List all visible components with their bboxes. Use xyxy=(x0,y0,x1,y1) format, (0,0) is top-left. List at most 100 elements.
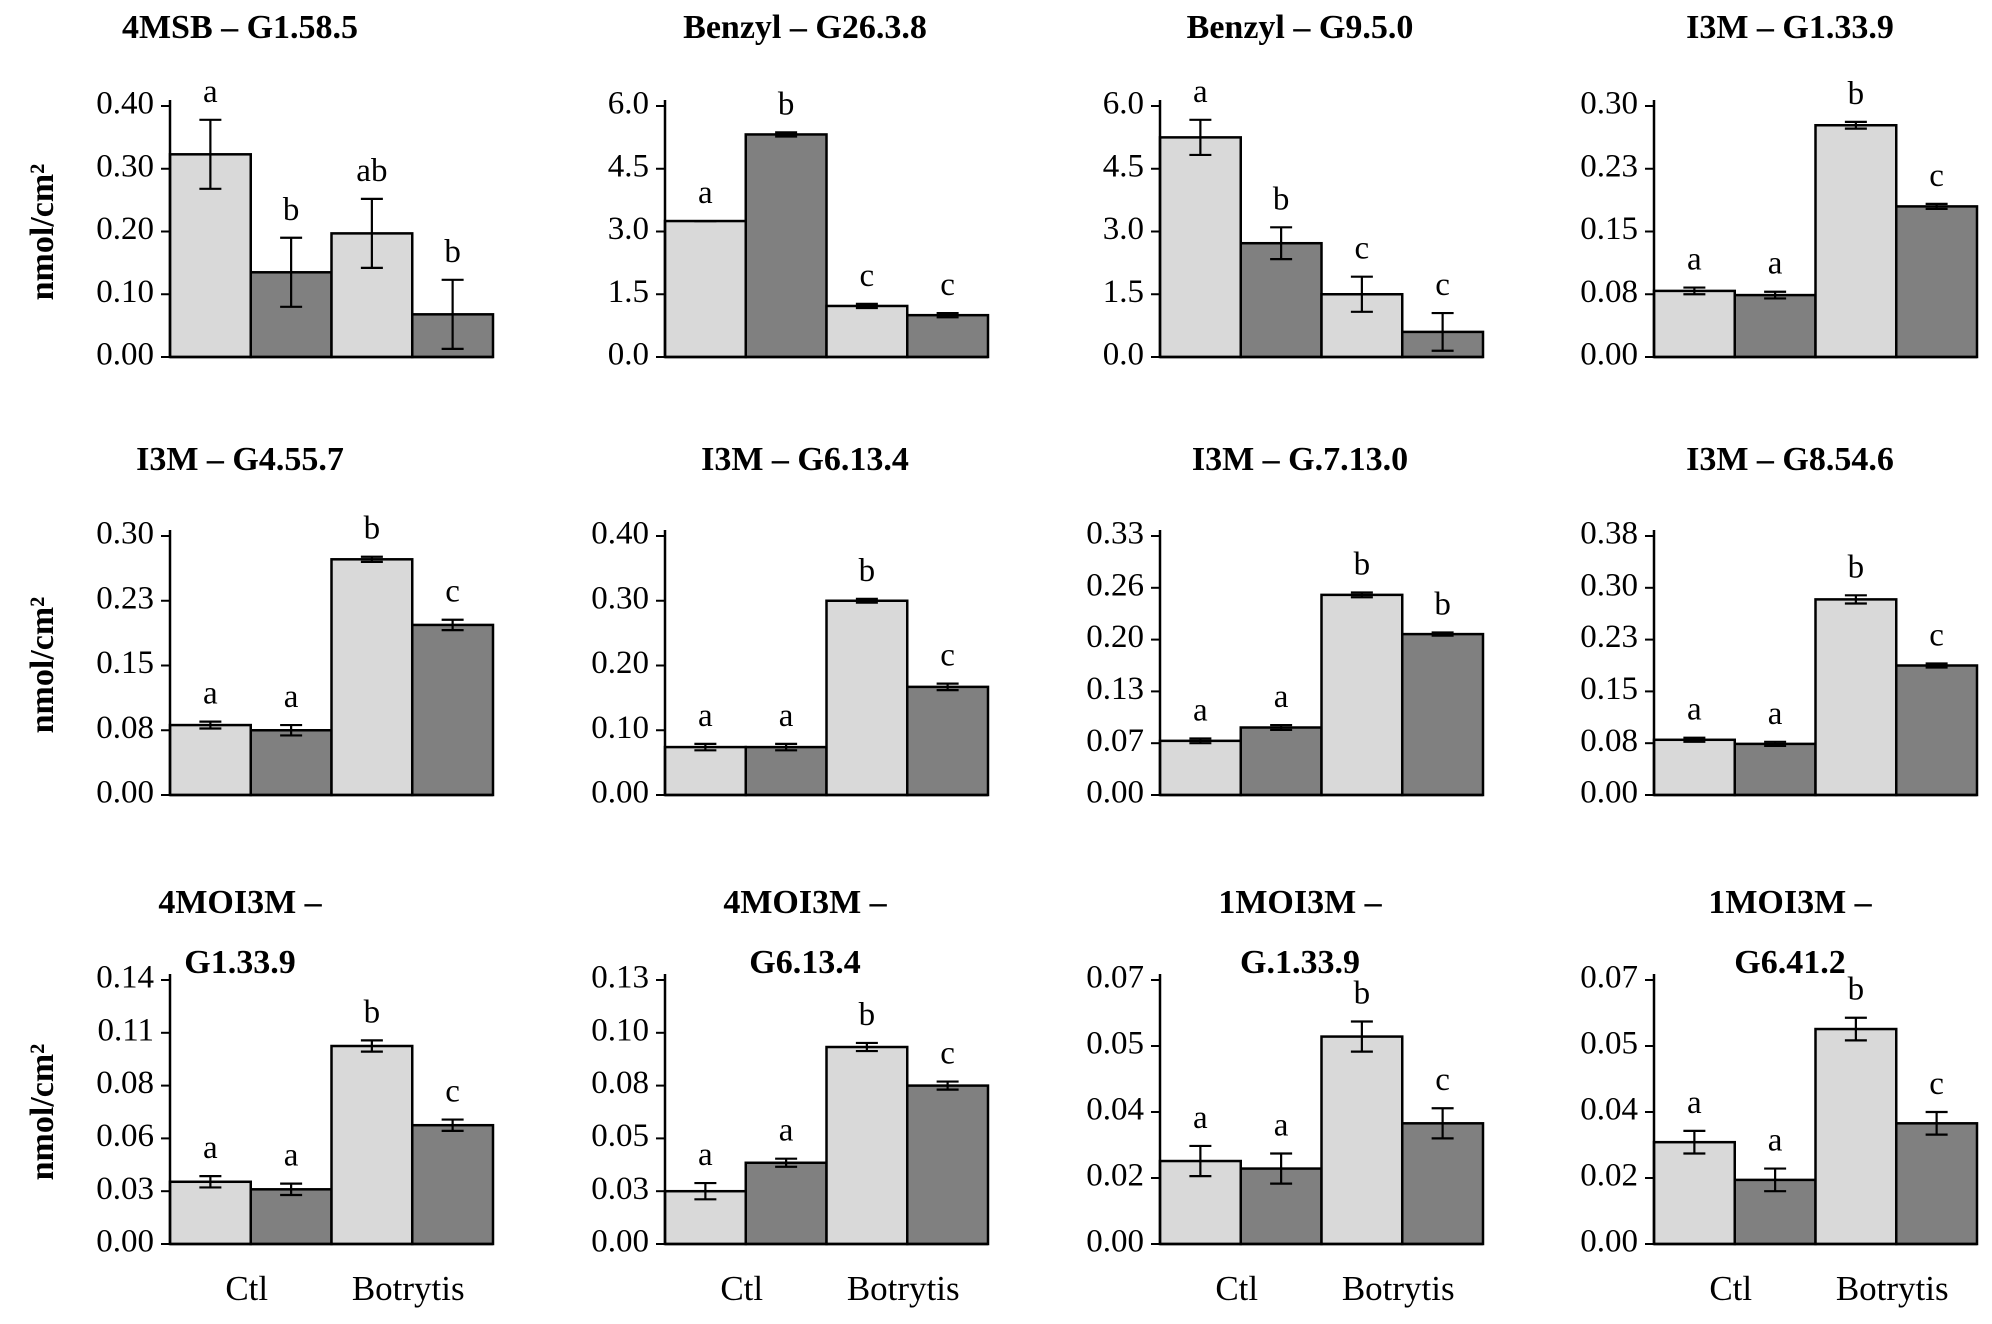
bar xyxy=(249,729,333,797)
bar xyxy=(744,133,828,359)
y-tick-label: 0.00 xyxy=(591,1224,649,1260)
y-tick-label: 6.0 xyxy=(1103,86,1144,122)
y-tick-label: 0.38 xyxy=(1580,516,1638,552)
y-tick-label: 4.5 xyxy=(1103,148,1144,184)
bar xyxy=(1158,136,1242,359)
significance-letter: a xyxy=(1193,1100,1208,1136)
y-tick-label: 0.15 xyxy=(1580,671,1638,707)
significance-letter: a xyxy=(779,698,794,734)
significance-letter: a xyxy=(698,175,713,211)
significance-letter: c xyxy=(1929,158,1944,194)
y-tick-label: 0.30 xyxy=(96,148,154,184)
significance-letter: b xyxy=(859,997,876,1033)
y-tick-label: 0.03 xyxy=(96,1171,154,1207)
y-tick-label: 0.10 xyxy=(591,1012,649,1048)
significance-letter: a xyxy=(203,676,218,712)
bar xyxy=(1814,1027,1898,1246)
bar xyxy=(1652,738,1736,797)
panel-title: G1.33.9 xyxy=(184,944,295,981)
significance-letter: b xyxy=(1848,972,1865,1008)
significance-letter: a xyxy=(284,679,299,715)
panel-title: I3M – G6.13.4 xyxy=(701,441,909,478)
y-tick-label: 0.00 xyxy=(1580,1224,1638,1260)
x-category-ctl: Ctl xyxy=(225,1269,268,1308)
significance-letter: a xyxy=(1193,74,1208,110)
bar xyxy=(1652,289,1736,359)
panel-4: I3M – G1.33.9 0.00 0.08 0.15 0.23 0.30 a a b c xyxy=(1580,9,1979,373)
bar xyxy=(411,1123,495,1246)
bar xyxy=(1239,241,1323,359)
y-tick-label: 0.04 xyxy=(1580,1092,1638,1128)
bar xyxy=(411,623,495,797)
y-tick-label: 0.15 xyxy=(96,645,154,681)
y-tick-label: 0.00 xyxy=(591,775,649,811)
panel-title: 4MOI3M – xyxy=(723,884,887,921)
panel-11: 1MOI3M – G.1.33.9 0.00 0.02 0.04 0.05 0.07 a a b c… xyxy=(1086,884,1485,1308)
y-tick-label: 0.04 xyxy=(1086,1092,1144,1128)
y-tick-label: 0.08 xyxy=(96,710,154,746)
y-tick-label: 0.14 xyxy=(96,960,154,996)
significance-letter: c xyxy=(1435,1062,1450,1098)
bar xyxy=(825,304,909,359)
significance-letter: a xyxy=(779,1113,794,1149)
y-tick-label: 0.08 xyxy=(96,1065,154,1101)
panel-title: G.1.33.9 xyxy=(1240,944,1360,981)
y-tick-label: 0.00 xyxy=(1086,1224,1144,1260)
x-category-ctl: Ctl xyxy=(1215,1269,1258,1308)
y-tick-label: 0.33 xyxy=(1086,516,1144,552)
x-category-botrytis: Botrytis xyxy=(1342,1269,1455,1308)
significance-letter: c xyxy=(1929,1066,1944,1102)
y-tick-label: 0.00 xyxy=(1580,775,1638,811)
y-tick-label: 0.10 xyxy=(591,710,649,746)
significance-letter: b xyxy=(444,234,461,270)
y-tick-label: 0.07 xyxy=(1086,960,1144,996)
y-tick-label: 0.20 xyxy=(1086,619,1144,655)
significance-letter: b xyxy=(778,86,795,122)
panel-9: 4MOI3M – G1.33.9 0.00 0.03 0.06 0.08 0.11 0.14 a… xyxy=(96,884,495,1308)
y-tick-label: 0.08 xyxy=(1580,274,1638,310)
significance-letter: a xyxy=(1687,242,1702,278)
significance-letter: a xyxy=(698,1137,713,1173)
significance-letter: c xyxy=(860,258,875,294)
y-axis-label-row-3: nmol/cm² xyxy=(24,1044,61,1181)
y-tick-label: 0.0 xyxy=(608,337,649,373)
y-tick-label: 0.20 xyxy=(96,211,154,247)
y-tick-label: 0.13 xyxy=(1086,671,1144,707)
panel-12: 1MOI3M – G6.41.2 0.00 0.02 0.04 0.05 0.07 a a b c C… xyxy=(1580,884,1979,1308)
x-category-ctl: Ctl xyxy=(1709,1269,1752,1308)
bar xyxy=(249,1188,333,1246)
bar xyxy=(906,313,990,359)
panel-10: 4MOI3M – G6.13.4 0.00 0.03 0.05 0.08 0.10 0.13 a… xyxy=(591,884,990,1308)
bar xyxy=(744,745,828,797)
x-category-botrytis: Botrytis xyxy=(352,1269,465,1308)
y-tick-label: 0.00 xyxy=(96,1224,154,1260)
y-tick-label: 0.30 xyxy=(96,516,154,552)
significance-letter: c xyxy=(1355,231,1370,267)
significance-letter: a xyxy=(1768,696,1783,732)
y-tick-label: 0.26 xyxy=(1086,567,1144,603)
bar xyxy=(330,1044,414,1246)
significance-letter: a xyxy=(1193,692,1208,728)
panel-title: 1MOI3M – xyxy=(1218,884,1382,921)
y-tick-label: 0.11 xyxy=(97,1012,154,1048)
significance-letter: ab xyxy=(356,153,387,189)
y-tick-label: 0.08 xyxy=(1580,723,1638,759)
bar xyxy=(825,599,909,797)
significance-letter: b xyxy=(364,511,381,547)
bar xyxy=(744,1161,828,1246)
y-tick-label: 0.08 xyxy=(591,1065,649,1101)
bar xyxy=(1401,1122,1485,1246)
bar xyxy=(1733,742,1817,797)
panel-2: Benzyl – G26.3.8 0.0 1.5 3.0 4.5 6.0 a b c c xyxy=(608,9,990,373)
significance-letter: c xyxy=(445,1074,460,1110)
significance-letter: c xyxy=(1435,267,1450,303)
y-tick-label: 0.40 xyxy=(591,516,649,552)
y-tick-label: 0.23 xyxy=(96,580,154,616)
y-tick-label: 0.02 xyxy=(1086,1158,1144,1194)
panel-title: I3M – G1.33.9 xyxy=(1686,9,1894,46)
bar xyxy=(1239,726,1323,797)
y-axis-label-row-2: nmol/cm² xyxy=(24,597,61,734)
significance-letter: b xyxy=(1354,547,1371,583)
significance-letter: a xyxy=(1687,692,1702,728)
